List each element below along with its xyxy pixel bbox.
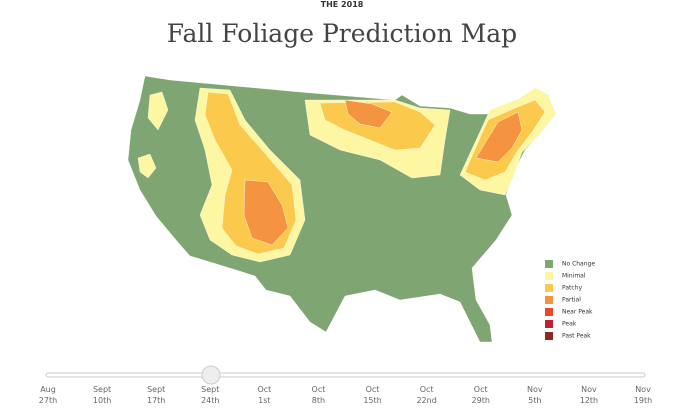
tick-month: Oct [366,385,380,394]
tick-day: 22nd [416,396,436,405]
tick-month: Nov [581,385,597,394]
slider-tick[interactable]: Oct 15th [363,385,381,405]
tick-month: Oct [257,385,271,394]
slider-tick[interactable]: Sept 17th [147,385,165,405]
slider-tick[interactable]: Oct 1st [257,385,271,405]
legend: No Change Minimal Patchy Partial Near Peak Pe… [545,260,595,340]
tick-month: Nov [527,385,543,394]
zone-minimal-cal [137,91,169,179]
tick-month: Sept [201,385,219,394]
legend-label: Minimal [562,273,586,280]
legend-swatch [545,320,553,328]
slider-tick[interactable]: Oct 8th [312,385,326,405]
zone-partial-east [475,111,523,163]
tick-day: 5th [528,396,541,405]
legend-swatch [545,272,553,280]
legend-swatch [545,308,553,316]
slider-handle[interactable] [201,365,221,385]
slider-tick[interactable]: Oct 22nd [416,385,436,405]
title: Fall Foliage Prediction Map [167,19,517,48]
tick-day: 29th [472,396,490,405]
tick-day: 19th [634,396,652,405]
tick-month: Aug [40,385,56,394]
tick-day: 1st [258,396,270,405]
legend-label: Peak [562,321,577,328]
tick-month: Nov [635,385,651,394]
legend-swatch [545,284,553,292]
legend-label: Partial [562,297,581,304]
slider-tick[interactable]: Nov 12th [580,385,598,405]
legend-swatch [545,296,553,304]
zone-partial-west [243,179,289,246]
slider-tick[interactable]: Sept 10th [93,385,111,405]
slider-tick[interactable]: Oct 29th [472,385,490,405]
zone-partial-north [344,99,393,129]
tick-day: 8th [312,396,325,405]
tick-month: Oct [420,385,434,394]
legend-swatch [545,260,553,268]
tick-day: 12th [580,396,598,405]
tick-month: Sept [93,385,111,394]
tick-day: 15th [363,396,381,405]
slider-tick[interactable]: Nov 5th [527,385,543,405]
tick-day: 24th [201,396,219,405]
legend-label: Near Peak [562,309,593,316]
us-map [127,75,557,343]
tick-day: 27th [39,396,57,405]
slider-ticks: Aug27thSept10thSept17thSept24thOct1stOct… [39,385,652,405]
tick-day: 10th [93,396,111,405]
tick-day: 17th [147,396,165,405]
slider-tick[interactable]: Nov 19th [634,385,652,405]
tick-month: Sept [147,385,165,394]
legend-swatch [545,332,553,340]
slider-tick[interactable]: Aug 27th [39,385,57,405]
legend-label: Past Peak [562,333,591,340]
slider-tick[interactable]: Sept 24th [201,385,219,405]
tick-month: Oct [474,385,488,394]
tick-month: Oct [312,385,326,394]
kicker: THE 2018 [321,0,364,9]
legend-label: Patchy [562,285,582,292]
legend-label: No Change [562,261,595,268]
